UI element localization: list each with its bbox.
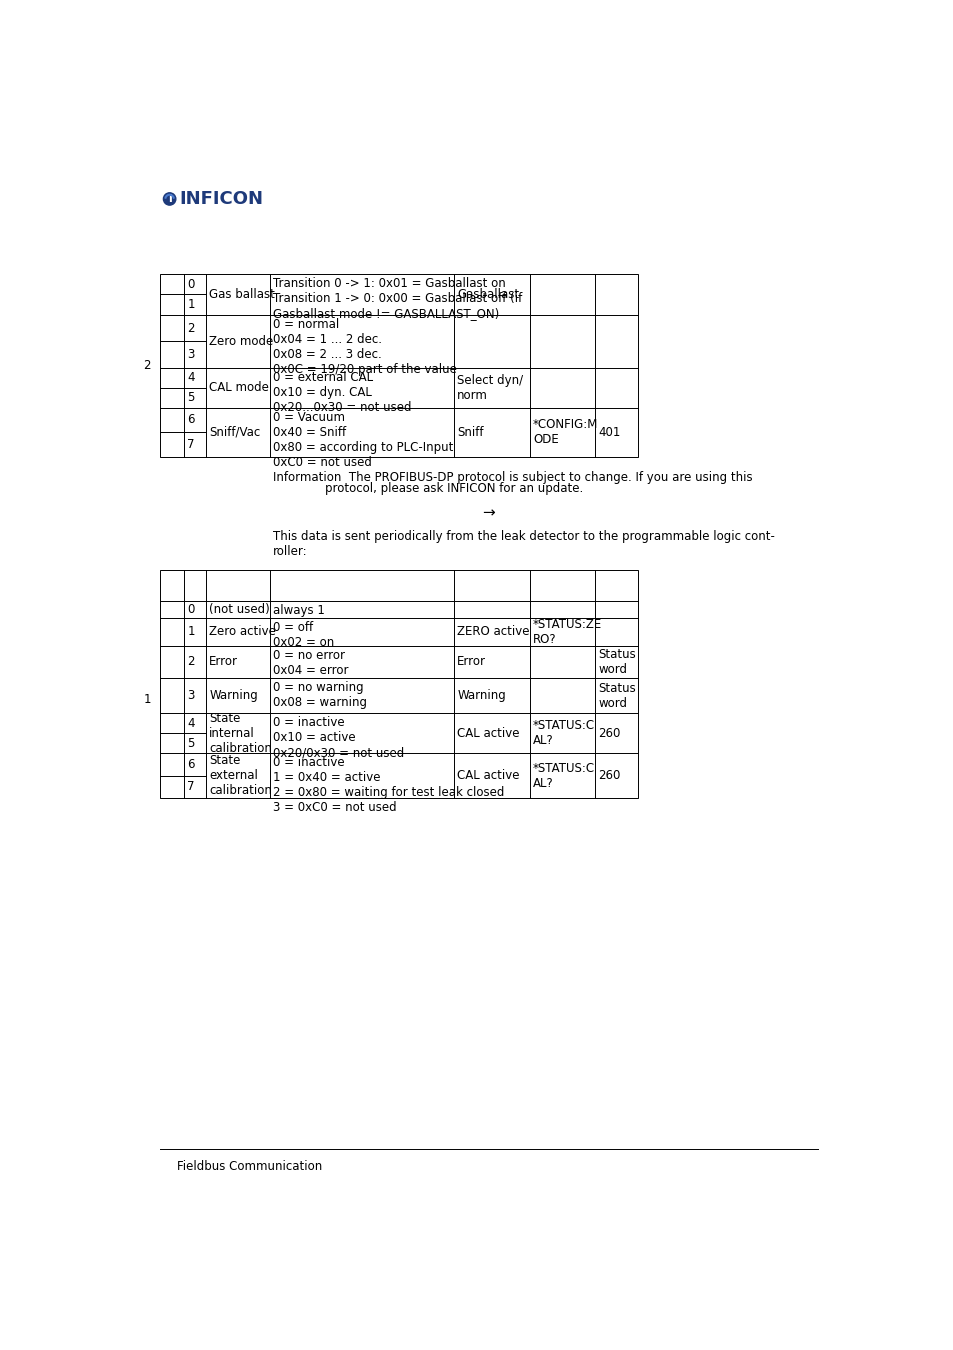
- Text: 1: 1: [187, 298, 194, 312]
- Text: 2: 2: [187, 655, 194, 668]
- Text: 5: 5: [187, 737, 194, 749]
- Text: Status
word: Status word: [598, 682, 636, 710]
- Text: Status
word: Status word: [598, 648, 636, 676]
- Text: →: →: [482, 506, 495, 521]
- Text: 6: 6: [187, 759, 194, 771]
- Text: CAL mode: CAL mode: [209, 381, 269, 394]
- Text: 260: 260: [598, 769, 619, 782]
- Text: INFICON: INFICON: [179, 190, 263, 208]
- Text: Warning: Warning: [456, 688, 505, 702]
- Text: 0 = no warning
0x08 = warning: 0 = no warning 0x08 = warning: [273, 680, 366, 709]
- Text: 0 = inactive
0x10 = active
0x20/0x30 = not used: 0 = inactive 0x10 = active 0x20/0x30 = n…: [273, 717, 403, 760]
- Text: *STATUS:C
AL?: *STATUS:C AL?: [533, 720, 595, 748]
- Text: (not used): (not used): [209, 603, 270, 616]
- Text: 1: 1: [187, 625, 194, 639]
- Text: 5: 5: [187, 392, 194, 404]
- Text: Zero mode: Zero mode: [209, 335, 274, 348]
- Text: 0: 0: [187, 278, 194, 290]
- Text: 7: 7: [187, 439, 194, 451]
- Text: Information  The PROFIBUS-DP protocol is subject to change. If you are using thi: Information The PROFIBUS-DP protocol is …: [273, 471, 752, 483]
- Text: *CONFIG:M
ODE: *CONFIG:M ODE: [533, 418, 598, 447]
- Text: 0 = no error
0x04 = error: 0 = no error 0x04 = error: [273, 648, 348, 676]
- Text: 4: 4: [187, 371, 194, 385]
- Bar: [159, 570, 638, 798]
- Text: always 1: always 1: [273, 603, 324, 617]
- Text: Sniff/Vac: Sniff/Vac: [209, 425, 260, 439]
- Text: Select dyn/
norm: Select dyn/ norm: [456, 374, 523, 401]
- Text: 1: 1: [143, 693, 151, 706]
- Text: *STATUS:C
AL?: *STATUS:C AL?: [533, 761, 595, 790]
- Text: Warning: Warning: [209, 688, 257, 702]
- Text: 4: 4: [187, 717, 194, 730]
- Text: 260: 260: [598, 726, 619, 740]
- Text: 0 = Vacuum
0x40 = Sniff
0x80 = according to PLC-Input
0xC0 = not used: 0 = Vacuum 0x40 = Sniff 0x80 = according…: [273, 410, 453, 468]
- Text: 0 = external CAL
0x10 = dyn. CAL
0x20...0x30 = not used: 0 = external CAL 0x10 = dyn. CAL 0x20...…: [273, 371, 411, 413]
- Text: *STATUS:ZE
RO?: *STATUS:ZE RO?: [533, 618, 601, 645]
- Text: CAL active: CAL active: [456, 726, 519, 740]
- Text: 2: 2: [187, 321, 194, 335]
- Text: CAL active: CAL active: [456, 769, 519, 782]
- Text: Sniff: Sniff: [456, 425, 483, 439]
- Text: State
external
calibration: State external calibration: [209, 755, 272, 798]
- Text: This data is sent periodically from the leak detector to the programmable logic : This data is sent periodically from the …: [273, 531, 774, 558]
- Text: 0 = off
0x02 = on: 0 = off 0x02 = on: [273, 621, 334, 649]
- Text: Fieldbus Communication: Fieldbus Communication: [177, 1160, 322, 1173]
- Text: 6: 6: [187, 413, 194, 427]
- Text: Zero active: Zero active: [209, 625, 275, 639]
- Text: Transition 0 -> 1: 0x01 = Gasballast on
Transition 1 -> 0: 0x00 = Gasballast off: Transition 0 -> 1: 0x01 = Gasballast on …: [273, 277, 521, 320]
- Bar: [159, 274, 638, 456]
- Text: ZERO active: ZERO active: [456, 625, 529, 639]
- Text: Error: Error: [209, 655, 238, 668]
- Circle shape: [163, 193, 175, 205]
- Text: Gas ballast: Gas ballast: [209, 288, 274, 301]
- Text: 401: 401: [598, 425, 619, 439]
- Text: Error: Error: [456, 655, 486, 668]
- Text: State
internal
calibration: State internal calibration: [209, 711, 272, 755]
- Text: 3: 3: [187, 688, 194, 702]
- Text: 7: 7: [187, 780, 194, 794]
- Text: 0 = normal
0x04 = 1 ... 2 dec.
0x08 = 2 ... 3 dec.
0x0C = 19/20 part of the valu: 0 = normal 0x04 = 1 ... 2 dec. 0x08 = 2 …: [273, 319, 456, 377]
- Text: 2: 2: [143, 359, 151, 371]
- Text: i: i: [168, 194, 172, 204]
- Text: 0: 0: [187, 603, 194, 616]
- Text: 0 = inactive
1 = 0x40 = active
2 = 0x80 = waiting for test leak closed
3 = 0xC0 : 0 = inactive 1 = 0x40 = active 2 = 0x80 …: [273, 756, 503, 814]
- Text: Gasballast: Gasballast: [456, 288, 518, 301]
- Text: protocol, please ask INFICON for an update.: protocol, please ask INFICON for an upda…: [325, 482, 583, 494]
- Text: 3: 3: [187, 348, 194, 360]
